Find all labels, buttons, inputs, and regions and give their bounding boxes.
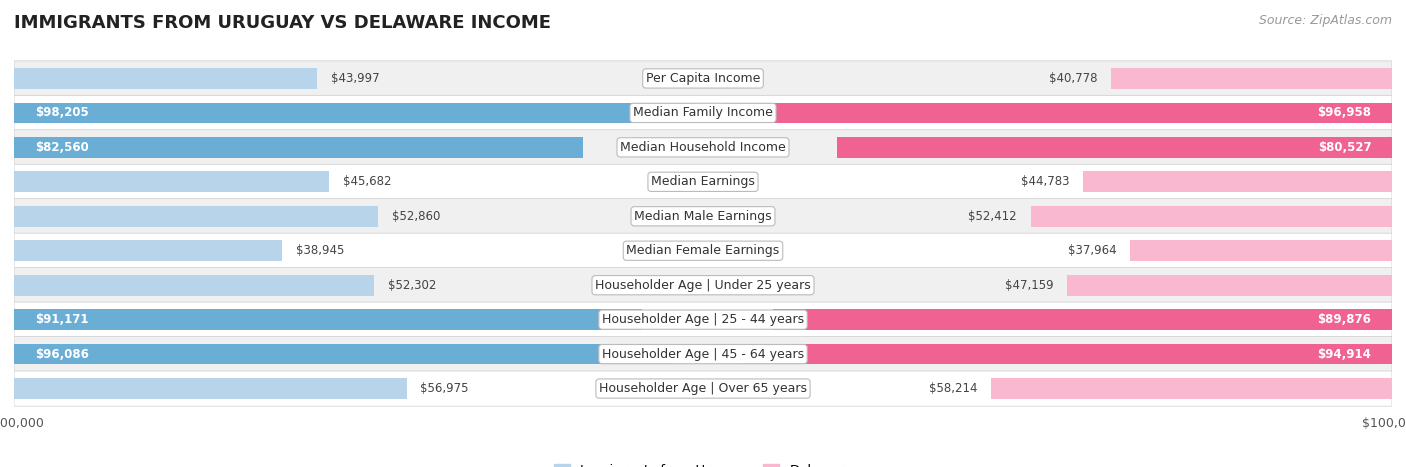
- Bar: [14, 378, 406, 399]
- Text: Householder Age | Over 65 years: Householder Age | Over 65 years: [599, 382, 807, 395]
- Bar: [837, 137, 1392, 158]
- Text: Source: ZipAtlas.com: Source: ZipAtlas.com: [1258, 14, 1392, 27]
- Bar: [991, 378, 1392, 399]
- Text: $82,560: $82,560: [35, 141, 89, 154]
- Text: $91,171: $91,171: [35, 313, 89, 326]
- Bar: [14, 171, 329, 192]
- Text: Householder Age | 45 - 64 years: Householder Age | 45 - 64 years: [602, 347, 804, 361]
- Text: $45,682: $45,682: [343, 175, 391, 188]
- Bar: [1111, 68, 1392, 89]
- FancyBboxPatch shape: [14, 268, 1392, 303]
- Bar: [14, 206, 378, 226]
- FancyBboxPatch shape: [14, 233, 1392, 269]
- Text: $52,412: $52,412: [969, 210, 1017, 223]
- Text: Median Family Income: Median Family Income: [633, 106, 773, 120]
- Bar: [1084, 171, 1392, 192]
- Text: $80,527: $80,527: [1317, 141, 1371, 154]
- Bar: [738, 344, 1392, 364]
- FancyBboxPatch shape: [14, 302, 1392, 337]
- Text: Median Earnings: Median Earnings: [651, 175, 755, 188]
- Bar: [14, 103, 690, 123]
- Bar: [773, 309, 1392, 330]
- Bar: [724, 103, 1392, 123]
- Text: $96,958: $96,958: [1317, 106, 1371, 120]
- Text: Householder Age | 25 - 44 years: Householder Age | 25 - 44 years: [602, 313, 804, 326]
- Text: $89,876: $89,876: [1317, 313, 1371, 326]
- Text: IMMIGRANTS FROM URUGUAY VS DELAWARE INCOME: IMMIGRANTS FROM URUGUAY VS DELAWARE INCO…: [14, 14, 551, 32]
- Text: $44,783: $44,783: [1021, 175, 1070, 188]
- Text: $43,997: $43,997: [330, 72, 380, 85]
- FancyBboxPatch shape: [14, 337, 1392, 372]
- Text: $58,214: $58,214: [928, 382, 977, 395]
- FancyBboxPatch shape: [14, 371, 1392, 406]
- Bar: [14, 241, 283, 261]
- Text: $96,086: $96,086: [35, 347, 89, 361]
- Text: Householder Age | Under 25 years: Householder Age | Under 25 years: [595, 279, 811, 292]
- FancyBboxPatch shape: [14, 130, 1392, 165]
- Text: $47,159: $47,159: [1005, 279, 1053, 292]
- FancyBboxPatch shape: [14, 61, 1392, 96]
- Text: $98,205: $98,205: [35, 106, 89, 120]
- Text: $94,914: $94,914: [1317, 347, 1371, 361]
- Text: $38,945: $38,945: [297, 244, 344, 257]
- Text: Median Household Income: Median Household Income: [620, 141, 786, 154]
- Text: $37,964: $37,964: [1069, 244, 1116, 257]
- Text: Median Male Earnings: Median Male Earnings: [634, 210, 772, 223]
- Text: $52,302: $52,302: [388, 279, 436, 292]
- Text: $56,975: $56,975: [420, 382, 468, 395]
- Bar: [14, 309, 643, 330]
- Text: Median Female Earnings: Median Female Earnings: [627, 244, 779, 257]
- Text: $40,778: $40,778: [1049, 72, 1097, 85]
- Bar: [14, 137, 583, 158]
- FancyBboxPatch shape: [14, 164, 1392, 199]
- Bar: [14, 344, 676, 364]
- Bar: [1130, 241, 1392, 261]
- FancyBboxPatch shape: [14, 95, 1392, 130]
- Bar: [14, 275, 374, 296]
- Bar: [14, 68, 318, 89]
- Bar: [1067, 275, 1392, 296]
- Bar: [1031, 206, 1392, 226]
- Text: $52,860: $52,860: [392, 210, 440, 223]
- FancyBboxPatch shape: [14, 198, 1392, 234]
- Text: Per Capita Income: Per Capita Income: [645, 72, 761, 85]
- Legend: Immigrants from Uruguay, Delaware: Immigrants from Uruguay, Delaware: [548, 459, 858, 467]
